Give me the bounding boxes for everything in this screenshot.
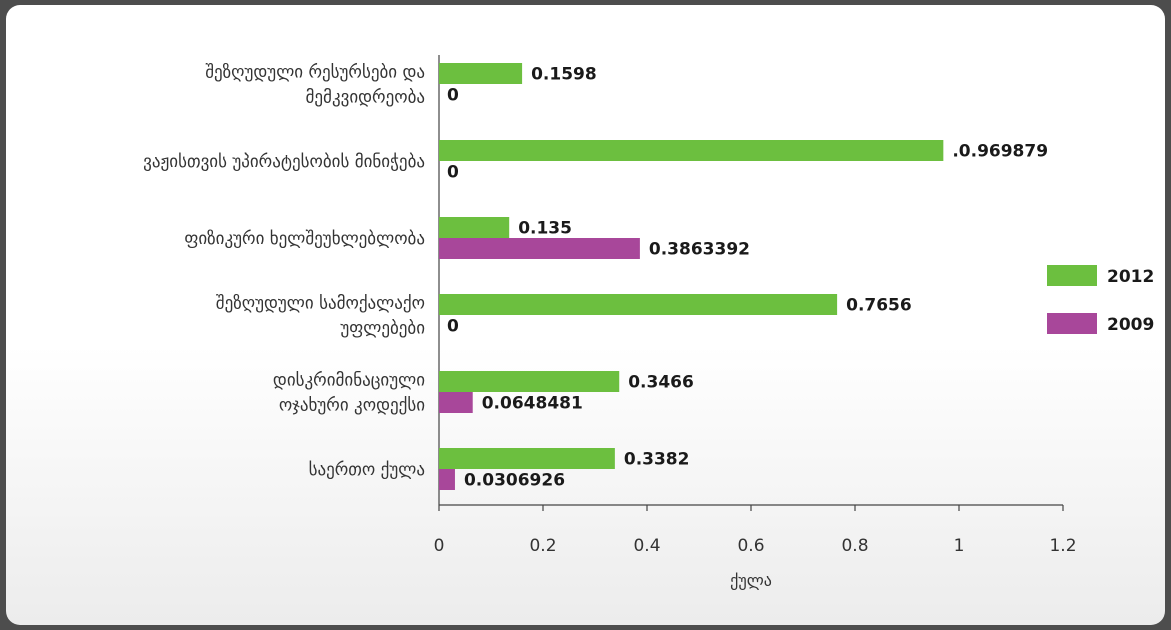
data-label-2009-3: 0 (447, 317, 459, 337)
legend-swatch-2009 (1047, 313, 1097, 334)
bar-2012-0 (439, 63, 523, 84)
data-label-2012-3: 0.7656 (846, 296, 912, 316)
category-label-3: შეზღუდული სამოქალაქო (216, 294, 425, 314)
legend-swatch-2012 (1047, 265, 1097, 286)
category-label-2: ფიზიკური ხელშეუხლებლობა (184, 229, 425, 249)
category-label-4: დისკრიმინაციული (273, 371, 425, 391)
legend-label-2012: 2012 (1107, 267, 1154, 287)
x-tick-label: 0.6 (737, 536, 764, 556)
category-label-4: ოჯახური კოდექსი (279, 396, 425, 416)
x-axis-label: ქულა (730, 571, 772, 590)
bar-2012-5 (439, 448, 615, 469)
x-tick-label: 0.4 (633, 536, 660, 556)
legend-label-2009: 2009 (1107, 315, 1154, 335)
data-label-2012-5: 0.3382 (624, 450, 690, 470)
x-tick-label: 0 (434, 536, 445, 556)
bar-2012-4 (439, 371, 620, 392)
data-label-2012-4: 0.3466 (628, 373, 694, 393)
bar-2012-2 (439, 217, 510, 238)
x-tick-label: 0.2 (529, 536, 556, 556)
x-tick-label: 1 (954, 536, 965, 556)
data-label-2009-4: 0.0648481 (482, 394, 583, 414)
bar-2012-1 (439, 140, 944, 161)
category-label-0: შეზღუდული რესურსები და (205, 63, 425, 83)
data-label-2009-5: 0.0306926 (464, 471, 565, 491)
data-label-2012-2: 0.135 (518, 219, 572, 239)
bar-2009-4 (439, 392, 473, 413)
data-label-2009-2: 0.3863392 (649, 240, 750, 260)
category-label-0: მემკვიდრეობა (306, 88, 425, 108)
category-label-5: საერთო ქულა (309, 460, 425, 480)
x-tick-label: 0.8 (841, 536, 868, 556)
category-label-1: ვაჟისთვის უპირატესობის მინიჭება (143, 152, 425, 172)
category-label-3: უფლებები (340, 319, 425, 339)
data-label-2012-1: .0.969879 (952, 142, 1048, 162)
bar-2012-3 (439, 294, 838, 315)
bar-2009-5 (439, 469, 455, 490)
data-label-2009-1: 0 (447, 163, 459, 183)
data-label-2009-0: 0 (447, 86, 459, 106)
bar-2009-2 (439, 238, 640, 259)
x-tick-label: 1.2 (1049, 536, 1076, 556)
data-label-2012-0: 0.1598 (531, 65, 597, 85)
